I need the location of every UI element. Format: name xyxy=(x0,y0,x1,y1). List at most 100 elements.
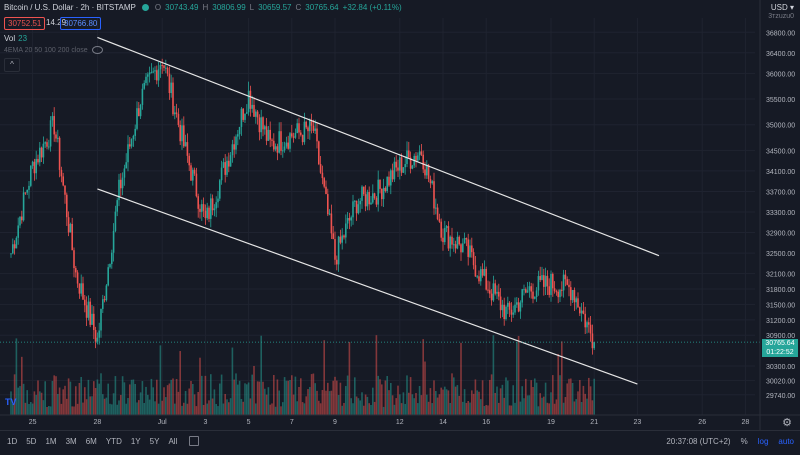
eye-icon[interactable] xyxy=(91,46,103,54)
auto-toggle[interactable]: auto xyxy=(778,436,794,446)
volume-bar xyxy=(436,397,439,415)
volume-bar xyxy=(582,385,585,415)
candle-body xyxy=(37,158,39,163)
sell-button[interactable]: 30752.51 xyxy=(4,17,46,30)
time-tick: 21 xyxy=(590,419,598,426)
clock-time[interactable]: 20:37:08 (UTC+2) xyxy=(666,436,731,446)
candle-body xyxy=(467,239,469,257)
candle-body xyxy=(210,198,212,219)
volume-bar xyxy=(328,391,331,415)
candle-body xyxy=(255,111,257,117)
volume-bar xyxy=(305,396,307,415)
volume-bar xyxy=(260,335,262,415)
candle-body xyxy=(51,116,54,121)
candle-body xyxy=(575,298,577,303)
volume-bar xyxy=(190,380,192,415)
range-all[interactable]: All xyxy=(168,436,178,446)
candle-body xyxy=(523,289,525,291)
volume-bar xyxy=(166,385,169,415)
candle-body xyxy=(132,135,135,140)
candle-body xyxy=(15,237,18,249)
volume-bar xyxy=(283,377,286,415)
buy-button[interactable]: 30766.80 xyxy=(60,17,102,30)
candle-body xyxy=(213,208,216,211)
log-toggle[interactable]: log xyxy=(757,436,769,446)
candle-body xyxy=(58,137,61,170)
volume-bar xyxy=(408,392,410,415)
candle-body xyxy=(514,304,516,313)
candle-body xyxy=(73,250,75,269)
candle-body xyxy=(390,170,392,186)
volume-bar xyxy=(481,380,484,415)
volume-bar xyxy=(76,403,79,415)
range-3m[interactable]: 3M xyxy=(65,436,77,446)
candle-body xyxy=(183,125,185,147)
volume-bar xyxy=(98,383,100,415)
candle-body xyxy=(46,142,48,147)
candle-body xyxy=(336,259,338,265)
candle-body xyxy=(287,142,289,149)
volume-bar xyxy=(460,342,462,415)
range-1m[interactable]: 1M xyxy=(45,436,57,446)
candle-body xyxy=(130,139,133,147)
volume-bar xyxy=(229,398,232,415)
range-5y[interactable]: 5Y xyxy=(149,436,160,446)
ema-label: 4EMA 20 50 100 200 close xyxy=(4,46,88,54)
candle-body xyxy=(157,69,160,81)
candle-body xyxy=(526,290,529,293)
candle-body xyxy=(352,201,354,218)
candle-body xyxy=(305,121,307,128)
volume-bar xyxy=(553,403,556,415)
volume-bar xyxy=(80,376,82,415)
candle-body xyxy=(339,236,342,243)
volume-bar xyxy=(318,400,320,415)
candle-body xyxy=(129,144,131,147)
volume-bar xyxy=(323,340,325,415)
volume-bar xyxy=(474,379,477,415)
candle-body xyxy=(454,244,457,249)
time-tick: 7 xyxy=(290,419,294,426)
candle-body xyxy=(195,173,198,197)
range-5d[interactable]: 5D xyxy=(26,436,37,446)
volume-indicator[interactable]: Vol 23 xyxy=(4,34,27,43)
volume-bar xyxy=(445,389,448,415)
ema-indicator[interactable]: 4EMA 20 50 100 200 close xyxy=(4,46,103,54)
volume-bar xyxy=(10,391,12,415)
volume-bar xyxy=(161,400,163,415)
currency-selector[interactable]: USD ▾ 3тzuzu0 xyxy=(768,3,794,21)
volume-bar xyxy=(60,403,63,415)
candle-body xyxy=(201,204,203,212)
volume-bar xyxy=(244,383,246,415)
volume-bar xyxy=(233,379,235,415)
volume-bar xyxy=(588,377,590,415)
range-6m[interactable]: 6M xyxy=(85,436,97,446)
volume-bar xyxy=(208,400,210,415)
candle-body xyxy=(264,126,266,130)
percent-toggle[interactable]: % xyxy=(740,436,748,446)
range-1d[interactable]: 1D xyxy=(7,436,18,446)
candle-body xyxy=(192,169,194,181)
volume-bar xyxy=(507,380,509,415)
volume-bar xyxy=(503,397,505,415)
volume-bar xyxy=(152,387,154,415)
volume-bar xyxy=(463,389,466,415)
candle-body xyxy=(381,188,383,200)
candle-body xyxy=(197,196,199,209)
candle-body xyxy=(21,216,23,221)
candle-body xyxy=(28,185,30,190)
volume-bar xyxy=(381,384,383,415)
volume-bar xyxy=(64,385,66,415)
range-1y[interactable]: 1Y xyxy=(130,436,141,446)
range-ytd[interactable]: YTD xyxy=(105,436,122,446)
candle-body xyxy=(386,176,388,192)
calendar-icon[interactable] xyxy=(189,436,200,446)
settings-gear-icon[interactable]: ⚙ xyxy=(782,417,792,429)
volume-bar xyxy=(121,376,124,415)
tradingview-logo-icon[interactable]: TV xyxy=(5,397,17,407)
collapse-legend-button[interactable]: ^ xyxy=(4,58,20,72)
candle-body xyxy=(256,111,259,118)
volume-bar xyxy=(454,386,457,415)
close-value: 30765.64 xyxy=(305,3,339,12)
